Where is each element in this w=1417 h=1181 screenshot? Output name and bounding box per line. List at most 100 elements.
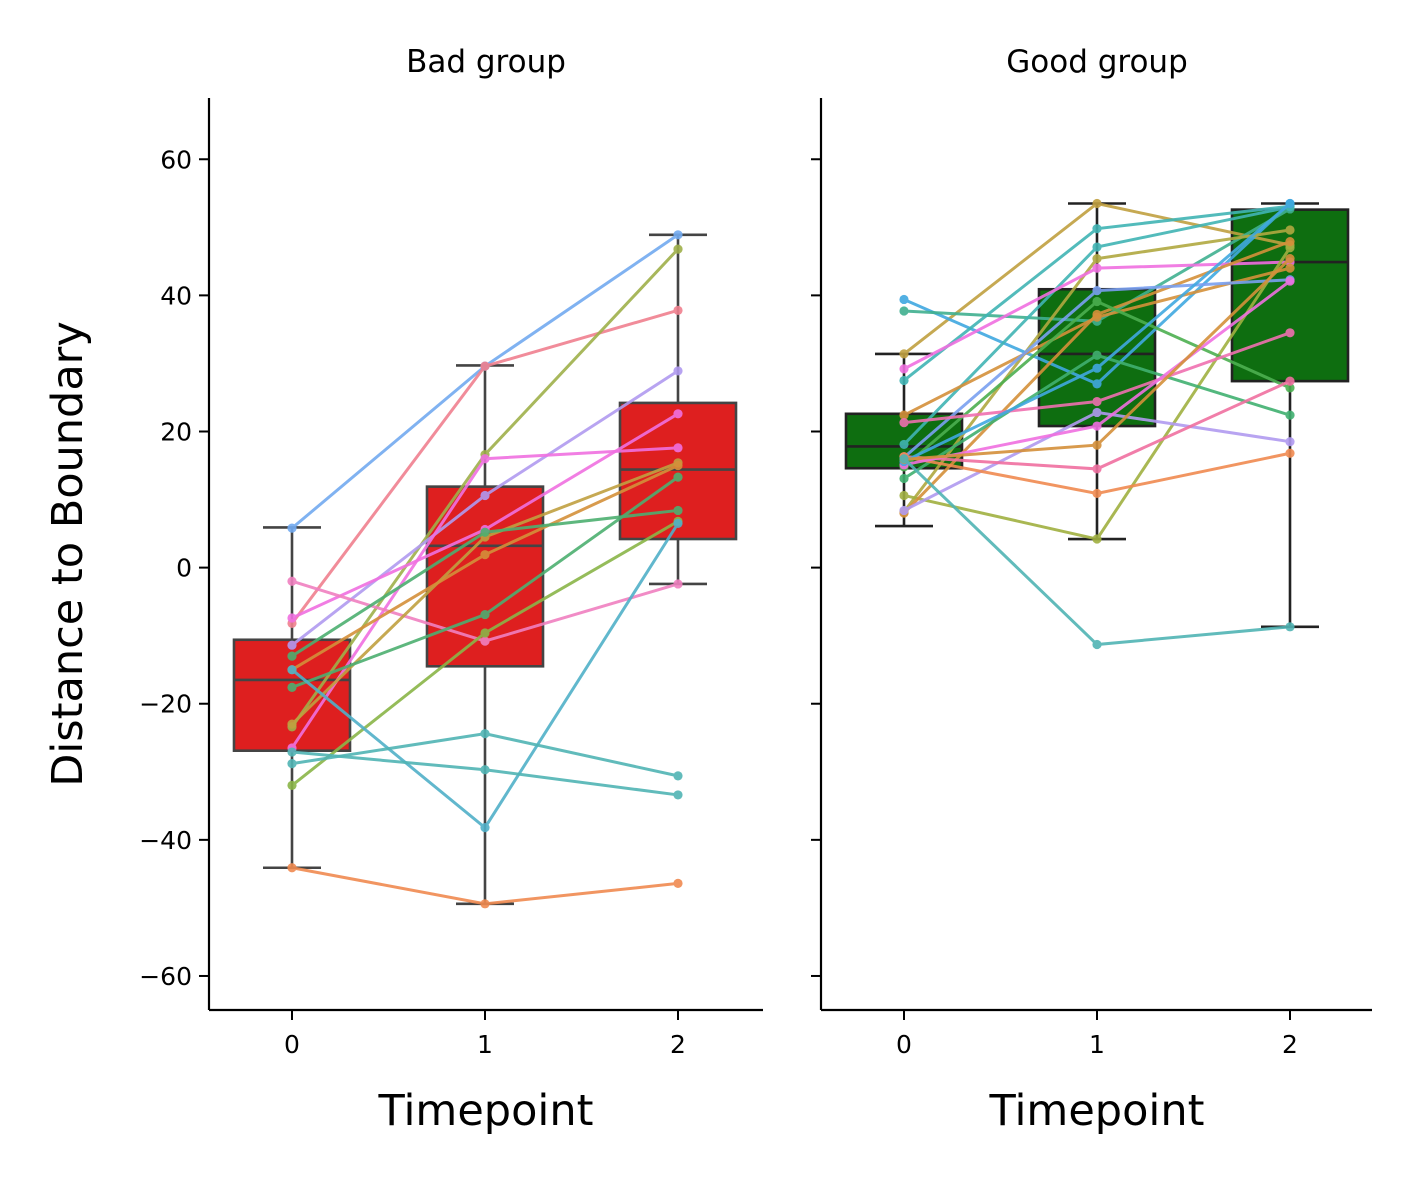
subject-point: [287, 523, 297, 533]
subject-point: [1092, 224, 1102, 234]
subject-point: [673, 305, 683, 315]
x-tick-label: 0: [896, 1030, 912, 1059]
box-t2: [618, 233, 738, 586]
subject-point: [1092, 350, 1102, 360]
subject-point: [1092, 396, 1102, 407]
subject-point: [480, 899, 490, 909]
subject-point: [1285, 237, 1295, 247]
y-tick-label: 0: [176, 554, 192, 583]
subject-point: [1092, 407, 1102, 418]
subject-point: [899, 410, 909, 420]
subject-21: [899, 454, 1295, 650]
subject-point: [480, 729, 490, 739]
subject-point: [287, 719, 297, 729]
box-iqr: [618, 401, 738, 541]
subject-10: [287, 505, 683, 661]
subject-point: [1285, 263, 1295, 273]
subject-point: [1092, 639, 1102, 650]
subject-point: [673, 460, 683, 471]
panel-title: Bad group: [406, 44, 566, 80]
subject-point: [1092, 379, 1102, 389]
subject-15: [899, 328, 1295, 428]
subject-point: [480, 609, 490, 620]
subject-point: [480, 550, 490, 560]
subject-point: [899, 439, 909, 450]
subject-point: [673, 518, 683, 528]
subject-point: [480, 490, 490, 501]
y-tick-label: 60: [160, 145, 192, 174]
subject-point: [673, 878, 683, 889]
subject-point: [673, 505, 683, 516]
panel-good-group: Good group Timepoint 0 1 2: [811, 44, 1372, 1136]
panel-bad-group: Bad group Timepoint −60 −40 −20 0 20 40 60 0 1 2: [139, 44, 763, 1136]
subject-point: [480, 361, 490, 371]
subject-16: [287, 863, 683, 909]
subject-point: [1285, 410, 1295, 420]
x-tick-label: 2: [670, 1030, 686, 1059]
y-tick-label: −20: [139, 690, 192, 719]
subject-point: [480, 454, 490, 464]
subject-point: [287, 576, 297, 586]
subject-point: [673, 230, 683, 240]
subject-point: [1092, 254, 1102, 264]
subject-point: [1285, 225, 1295, 235]
x-axis-label: Timepoint: [378, 1086, 594, 1136]
subject-point: [673, 579, 683, 589]
subject-point: [1285, 622, 1295, 632]
subject-point: [1092, 286, 1102, 296]
subject-point: [1092, 534, 1102, 544]
subject-point: [1285, 276, 1295, 286]
subject-point: [1285, 383, 1295, 393]
subject-point: [1285, 254, 1295, 264]
subject-point: [1285, 328, 1295, 338]
subject-point: [899, 505, 909, 516]
y-tick-label: −40: [139, 826, 192, 855]
subject-point: [899, 294, 909, 305]
subject-point: [287, 747, 297, 757]
panel-title: Good group: [1006, 44, 1188, 80]
subject-point: [899, 349, 909, 359]
subject-point: [899, 454, 909, 464]
subject-14: [287, 747, 683, 800]
subject-point: [1092, 296, 1102, 307]
subject-point: [1092, 440, 1102, 450]
subject-point: [673, 409, 683, 419]
subject-point: [1285, 376, 1295, 386]
subject-point: [899, 306, 909, 316]
subject-15: [287, 729, 683, 781]
subject-point: [899, 364, 909, 374]
y-tick-label: 40: [160, 281, 192, 310]
subject-point: [673, 244, 683, 254]
subject-19: [899, 198, 1295, 467]
x-tick-label: 1: [477, 1030, 493, 1059]
subject-point: [287, 651, 297, 661]
subject-12: [899, 350, 1295, 484]
subject-point: [1092, 488, 1102, 499]
subject-point: [480, 636, 490, 646]
subject-point: [899, 418, 909, 428]
subject-point: [1092, 242, 1102, 252]
subject-point: [287, 665, 297, 675]
x-tick-label: 2: [1282, 1030, 1298, 1059]
subject-point: [1092, 363, 1102, 373]
subject-point: [673, 366, 683, 376]
subject-point: [287, 759, 297, 769]
subject-point: [287, 640, 297, 650]
x-axis-label: Timepoint: [989, 1086, 1205, 1136]
subject-point: [480, 628, 490, 638]
subject-point: [673, 472, 683, 482]
subject-point: [287, 613, 297, 623]
subject-point: [1092, 198, 1102, 209]
subject-13: [287, 518, 683, 833]
subject-point: [287, 863, 297, 873]
y-tick-label: 20: [160, 417, 192, 446]
subject-point: [1092, 464, 1102, 474]
subject-point: [1092, 263, 1102, 273]
subject-point: [899, 490, 909, 501]
subject-point: [1285, 448, 1295, 458]
x-tick-label: 0: [284, 1030, 300, 1059]
subject-point: [673, 790, 683, 800]
subject-point: [673, 771, 683, 781]
subject-14: [899, 407, 1295, 516]
